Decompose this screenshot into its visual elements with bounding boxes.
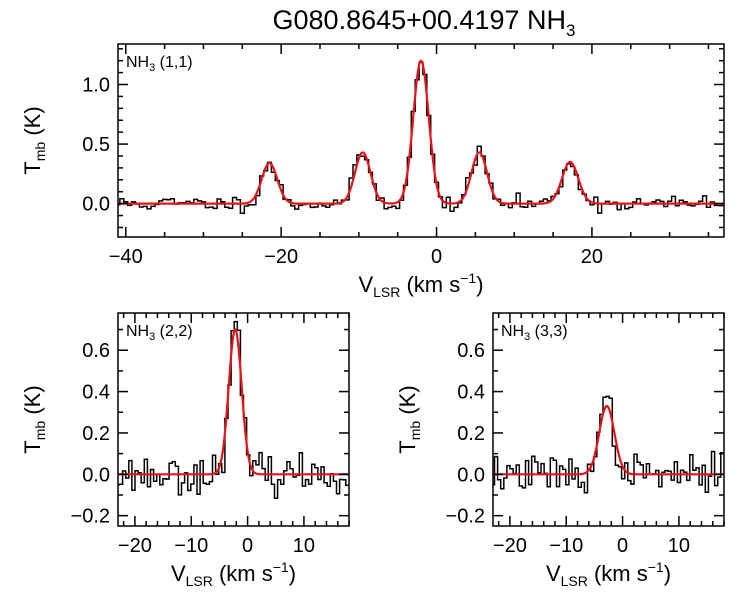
y-tick-label: 0.4 xyxy=(457,382,485,404)
y-tick-label: 0.5 xyxy=(82,134,110,156)
panel-nh3-22: −20 −10 0 10 −0.2 0.0 0.2 0.4 0.6 NH3 (2,2) VLSR (… xyxy=(20,312,350,589)
figure-title-sub: 3 xyxy=(566,21,575,40)
panel-label: NH3 (3,3) xyxy=(501,323,568,343)
x-tick-label: 0 xyxy=(431,246,442,268)
y-axis-title: Tmb (K) xyxy=(395,385,423,453)
plot-frame xyxy=(117,43,725,238)
x-axis-title: VLSR (km s−1) xyxy=(358,270,483,300)
y-tick-label: 0.0 xyxy=(457,464,485,486)
fit-curve xyxy=(493,404,724,476)
x-tick-label: −10 xyxy=(174,535,208,557)
observed-spectrum xyxy=(493,395,724,494)
y-tick-label: 0.0 xyxy=(82,194,110,216)
x-axis-title: VLSR (km s−1) xyxy=(171,559,296,589)
panel-label: NH3 (1,1) xyxy=(126,54,193,74)
x-tick-label: −20 xyxy=(264,246,298,268)
y-tick-label: 0.2 xyxy=(457,423,485,445)
y-tick-label: 0.2 xyxy=(82,423,110,445)
figure-title: G080.8645+00.4197 NH3 xyxy=(273,5,576,40)
y-tick-label: 0.6 xyxy=(82,340,110,362)
x-tick-label: 0 xyxy=(617,535,628,557)
panel-nh3-11: −40 −20 0 20 0.0 0.5 1.0 NH3 (1,1) VLSR (km s−1)… xyxy=(20,43,725,300)
panel-nh3-33: −20 −10 0 10 −0.2 0.0 0.2 0.4 0.6 NH3 (3,3) VLSR (… xyxy=(395,312,725,589)
x-tick-label: 0 xyxy=(242,535,253,557)
y-tick-label: 0.4 xyxy=(82,382,110,404)
plot-frame xyxy=(117,312,350,527)
y-axis-title: Tmb (K) xyxy=(20,385,48,453)
y-tick-label: 0.0 xyxy=(82,464,110,486)
fit-curve xyxy=(118,327,349,476)
x-tick-label: 20 xyxy=(581,246,603,268)
y-axis-title: Tmb (K) xyxy=(20,106,48,174)
y-tick-label: −0.2 xyxy=(71,506,110,528)
plot-frame xyxy=(492,312,725,527)
observed-spectrum xyxy=(118,320,349,500)
x-axis-title: VLSR (km s−1) xyxy=(546,559,671,589)
x-tick-label: −10 xyxy=(549,535,583,557)
x-tick-label: 10 xyxy=(668,535,690,557)
figure-title-main: G080.8645+00.4197 NH xyxy=(273,5,566,35)
y-tick-label: −0.2 xyxy=(446,506,485,528)
observed-spectrum xyxy=(118,61,724,215)
fit-curve xyxy=(118,59,724,205)
y-tick-label: 1.0 xyxy=(82,75,110,97)
y-tick-label: 0.6 xyxy=(457,340,485,362)
x-tick-label: −20 xyxy=(118,535,152,557)
panel-label: NH3 (2,2) xyxy=(126,323,193,343)
x-tick-label: −40 xyxy=(109,246,143,268)
x-tick-label: 10 xyxy=(293,535,315,557)
x-tick-label: −20 xyxy=(493,535,527,557)
